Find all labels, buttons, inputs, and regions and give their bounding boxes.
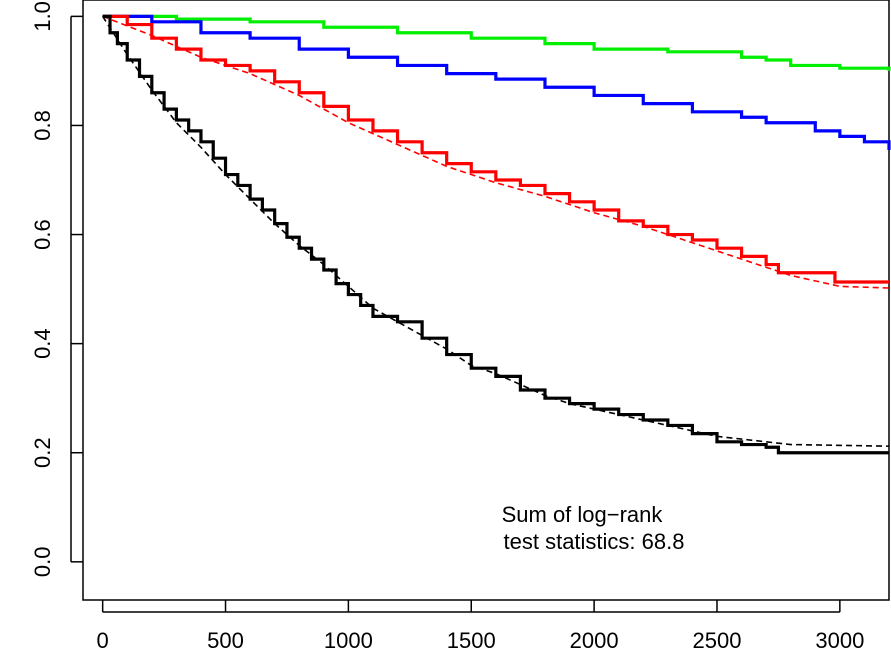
series-line-1 bbox=[102, 14, 891, 150]
x-tick-label: 500 bbox=[207, 628, 244, 653]
y-tick-label: 0.4 bbox=[30, 328, 55, 359]
x-tick-label: 3000 bbox=[815, 628, 864, 653]
series-line-5 bbox=[101, 15, 890, 447]
y-axis: 0.0 0.2 0.4 0.6 0.8 1.0 bbox=[30, 1, 83, 577]
x-tick-label: 1000 bbox=[324, 628, 373, 653]
series-line-3 bbox=[102, 15, 890, 289]
x-axis: 0 500 1000 1500 2000 2500 3000 bbox=[97, 600, 864, 653]
annotation-line-1: Sum of log−rank bbox=[502, 502, 664, 527]
series-line-2 bbox=[102, 14, 889, 284]
x-tick-label: 2000 bbox=[570, 628, 619, 653]
series-line-0 bbox=[102, 14, 891, 71]
y-tick-label: 1.0 bbox=[30, 1, 55, 32]
y-tick-label: 0.8 bbox=[30, 110, 55, 141]
x-tick-label: 2500 bbox=[693, 628, 742, 653]
x-tick-label: 1500 bbox=[447, 628, 496, 653]
series-line-4 bbox=[102, 14, 889, 455]
y-tick-label: 0.2 bbox=[30, 437, 55, 468]
y-tick-label: 0.6 bbox=[30, 219, 55, 250]
annotation-line-2: test statistics: 68.8 bbox=[504, 529, 685, 554]
x-tick-label: 0 bbox=[97, 628, 109, 653]
y-tick-label: 0.0 bbox=[30, 547, 55, 578]
series-layer bbox=[101, 14, 891, 455]
plot-frame bbox=[82, 0, 890, 601]
